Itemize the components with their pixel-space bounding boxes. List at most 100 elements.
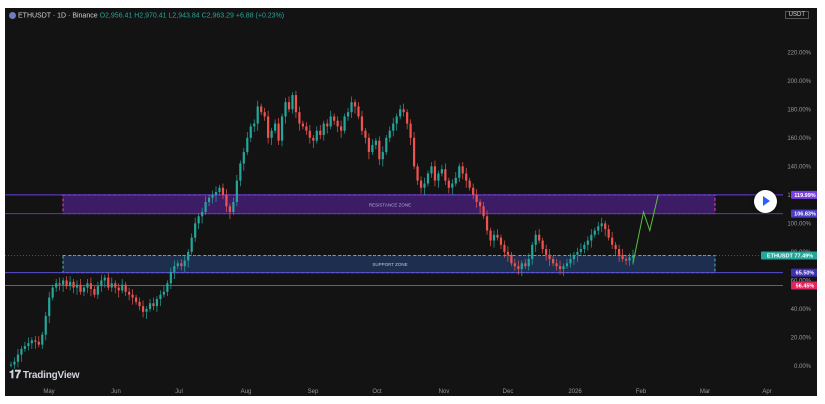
y-tick-label: 140.00%	[787, 164, 811, 170]
candle-body	[145, 308, 148, 312]
candle-body	[180, 263, 183, 267]
candle-body	[621, 254, 624, 260]
candle-body	[270, 130, 273, 138]
candle-body	[197, 216, 200, 224]
candle-body	[510, 254, 513, 264]
candle-body	[346, 112, 350, 117]
play-button[interactable]	[754, 190, 777, 213]
candle-body	[489, 230, 492, 241]
candle-body	[228, 206, 232, 212]
high-value: 2,970.41	[139, 12, 167, 20]
candle-body	[107, 277, 110, 288]
candle-body	[138, 301, 141, 307]
x-tick-label: Nov	[439, 389, 450, 395]
candle-body	[308, 130, 311, 138]
candle-body	[263, 112, 266, 117]
candle-body	[329, 116, 332, 127]
candle-body	[479, 202, 482, 207]
candle-body	[312, 137, 315, 141]
low-value: 2,943.84	[172, 12, 200, 20]
candle-body	[62, 280, 65, 285]
candle-body	[451, 183, 454, 188]
candle-body	[534, 234, 537, 245]
candle-body	[545, 249, 548, 255]
high-label: H	[134, 12, 140, 20]
candle-body	[419, 180, 423, 188]
x-tick-label: Mar	[700, 389, 710, 395]
candle-body	[315, 130, 318, 141]
candle-body	[287, 102, 291, 110]
candle-body	[475, 194, 478, 202]
candle-body	[68, 281, 72, 287]
candle-body	[631, 255, 635, 258]
candle-body	[211, 194, 214, 198]
symbol-label: ETHUSDT · 1D · Binance	[18, 12, 98, 20]
x-tick-label: Oct	[372, 389, 382, 395]
x-tick-label: May	[43, 389, 54, 395]
candle-body	[381, 152, 384, 160]
symbol-legend[interactable]: ETHUSDT · 1D · Binance O2,956.41 H2,970.…	[9, 12, 284, 19]
candle-body	[253, 123, 256, 127]
candle-body	[472, 187, 475, 195]
candle-body	[23, 346, 26, 349]
candle-body	[541, 240, 544, 250]
candle-body	[628, 257, 631, 261]
candle-body	[590, 234, 593, 241]
candle-body	[148, 303, 152, 309]
chart-panel[interactable]: RESISTANCE ZONE SUPPORT ZONE 220.00% 200.0…	[5, 8, 817, 396]
open-label: O	[99, 12, 106, 20]
candle-body	[72, 281, 75, 288]
candle-body	[162, 291, 165, 295]
candle-body	[152, 303, 155, 307]
price-tag-label: ETHUSDT 77.49%	[767, 253, 813, 259]
candle-body	[141, 306, 145, 312]
candle-body	[579, 249, 582, 252]
y-tick-label: 20.00%	[791, 335, 812, 341]
candle-body	[524, 263, 527, 267]
candle-body	[527, 259, 530, 267]
open-value: 2,956.41	[105, 12, 133, 20]
candle-body	[190, 237, 193, 252]
price-tag	[791, 281, 817, 290]
y-tick-label: 200.00%	[787, 79, 811, 85]
candle-body	[399, 109, 402, 117]
candle-body	[406, 112, 409, 124]
price-chart[interactable]: RESISTANCE ZONE SUPPORT ZONE 220.00% 200.0…	[5, 8, 817, 396]
candle-body	[277, 123, 280, 141]
candle-body	[499, 237, 503, 245]
candle-body	[569, 259, 572, 264]
candle-body	[583, 244, 586, 250]
currency-button[interactable]: USDT	[784, 11, 809, 19]
candle-body	[426, 173, 430, 184]
candle-body	[93, 288, 96, 295]
candle-body	[531, 244, 534, 260]
candle-body	[267, 116, 270, 138]
y-tick-label: 180.00%	[787, 107, 811, 113]
candle-body	[378, 140, 381, 160]
coin-icon	[9, 12, 16, 19]
x-tick-label: Jul	[175, 389, 183, 395]
candle-body	[604, 223, 607, 230]
x-tick-label: Feb	[636, 389, 647, 395]
candle-body	[16, 354, 20, 362]
projection-path[interactable]	[632, 194, 659, 264]
candle-body	[409, 123, 412, 138]
candle-body	[496, 234, 499, 238]
price-tag-label: 106.83%	[794, 212, 816, 218]
candle-body	[124, 284, 127, 292]
candle-body	[48, 297, 51, 317]
candle-body	[517, 266, 520, 270]
candle-body	[388, 130, 391, 138]
candle-body	[482, 206, 485, 217]
candle-body	[235, 180, 238, 202]
low-label: L	[168, 12, 173, 20]
logo-text: TradingView	[22, 370, 80, 381]
y-tick-label: 0.00%	[794, 364, 812, 370]
candle-body	[301, 123, 304, 127]
candle-body	[284, 102, 287, 117]
candle-body	[402, 109, 405, 113]
candle-body	[548, 254, 551, 260]
candle-body	[79, 284, 82, 292]
candle-body	[367, 137, 371, 153]
resistance-zone-label: RESISTANCE ZONE	[369, 202, 411, 207]
